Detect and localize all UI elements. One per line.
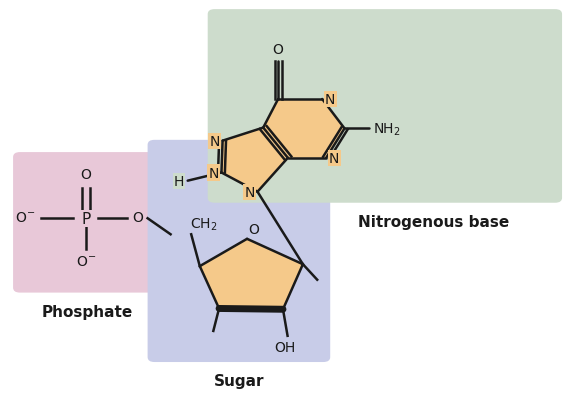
Text: N: N: [209, 134, 220, 148]
Text: O: O: [80, 168, 91, 182]
Text: P: P: [81, 211, 90, 226]
Text: CH$_2$: CH$_2$: [190, 216, 217, 233]
Text: O: O: [133, 211, 143, 225]
Polygon shape: [221, 128, 288, 192]
Text: O: O: [273, 43, 284, 57]
Text: Phosphate: Phosphate: [42, 304, 133, 319]
Text: NH$_2$: NH$_2$: [373, 121, 400, 137]
Text: O: O: [249, 222, 260, 236]
Polygon shape: [200, 239, 303, 309]
Polygon shape: [263, 100, 344, 159]
Text: Nitrogenous base: Nitrogenous base: [358, 215, 509, 230]
Text: N: N: [325, 93, 335, 107]
Text: Sugar: Sugar: [214, 373, 264, 389]
Text: O$^{-}$: O$^{-}$: [15, 211, 35, 225]
FancyBboxPatch shape: [147, 140, 330, 362]
Text: OH: OH: [274, 340, 295, 354]
Text: H: H: [174, 174, 184, 188]
Text: N: N: [244, 185, 255, 199]
FancyBboxPatch shape: [208, 10, 562, 203]
Text: O$^{-}$: O$^{-}$: [76, 254, 96, 268]
Text: N: N: [329, 152, 339, 165]
Text: N: N: [208, 166, 218, 180]
FancyBboxPatch shape: [13, 153, 161, 293]
